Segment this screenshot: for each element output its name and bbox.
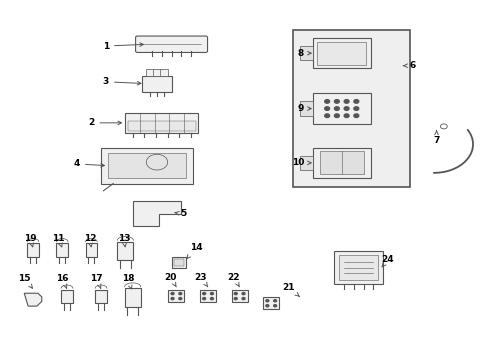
Bar — [85, 243, 97, 257]
Bar — [145, 69, 153, 76]
Circle shape — [334, 114, 339, 117]
Circle shape — [202, 297, 205, 300]
Text: 6: 6 — [403, 61, 414, 70]
Bar — [334, 251, 382, 284]
Bar — [292, 30, 409, 187]
Bar — [317, 41, 366, 65]
Circle shape — [171, 293, 174, 295]
Text: 7: 7 — [432, 131, 439, 145]
Circle shape — [210, 293, 213, 295]
Circle shape — [353, 107, 358, 111]
Bar — [101, 148, 193, 184]
Bar — [171, 257, 186, 267]
Circle shape — [273, 305, 276, 307]
Text: 17: 17 — [90, 274, 103, 288]
Circle shape — [179, 293, 182, 295]
Bar — [142, 76, 171, 91]
Bar — [27, 243, 39, 257]
Text: 15: 15 — [19, 274, 32, 288]
Circle shape — [179, 297, 182, 300]
Bar — [124, 288, 141, 307]
Bar — [56, 243, 68, 257]
Circle shape — [273, 300, 276, 302]
Circle shape — [242, 293, 244, 295]
Text: 16: 16 — [56, 274, 68, 288]
Circle shape — [234, 297, 237, 300]
Text: 1: 1 — [102, 41, 143, 50]
Circle shape — [265, 305, 268, 307]
Bar — [300, 102, 312, 116]
Text: 22: 22 — [227, 273, 240, 287]
Text: 20: 20 — [164, 273, 177, 287]
Text: 2: 2 — [88, 118, 121, 127]
Circle shape — [171, 297, 174, 300]
Bar — [61, 290, 73, 303]
Text: 8: 8 — [297, 49, 310, 58]
Bar — [231, 290, 247, 302]
Bar — [174, 258, 183, 266]
Circle shape — [202, 293, 205, 295]
Circle shape — [344, 100, 348, 103]
Text: 21: 21 — [282, 283, 299, 296]
Text: 19: 19 — [24, 234, 37, 247]
Bar — [160, 69, 168, 76]
FancyBboxPatch shape — [135, 36, 207, 53]
Text: 5: 5 — [175, 210, 186, 219]
Circle shape — [210, 297, 213, 300]
Circle shape — [334, 100, 339, 103]
Bar — [200, 290, 216, 302]
Bar — [319, 151, 363, 175]
Polygon shape — [24, 293, 41, 306]
Circle shape — [324, 114, 329, 117]
Bar — [312, 93, 370, 124]
Bar — [339, 255, 377, 280]
Circle shape — [353, 114, 358, 117]
Bar — [108, 153, 186, 178]
Text: 10: 10 — [291, 158, 310, 167]
Circle shape — [324, 100, 329, 103]
Circle shape — [265, 300, 268, 302]
Text: 9: 9 — [297, 104, 310, 113]
Circle shape — [242, 297, 244, 300]
Text: 4: 4 — [73, 159, 104, 168]
Text: 24: 24 — [381, 255, 393, 267]
Bar — [312, 38, 370, 68]
Circle shape — [344, 114, 348, 117]
Text: 11: 11 — [52, 234, 65, 247]
Text: 12: 12 — [83, 234, 96, 247]
Bar — [300, 46, 312, 60]
Circle shape — [344, 107, 348, 111]
Circle shape — [334, 107, 339, 111]
Polygon shape — [132, 202, 181, 226]
Circle shape — [324, 107, 329, 111]
Bar — [117, 242, 133, 260]
Text: 13: 13 — [118, 234, 130, 247]
Bar — [153, 69, 161, 76]
Circle shape — [234, 293, 237, 295]
Bar — [125, 113, 198, 133]
Bar — [95, 290, 107, 303]
Bar — [312, 148, 370, 178]
Bar — [263, 297, 279, 309]
Bar — [127, 121, 196, 131]
Text: 14: 14 — [186, 243, 202, 258]
Text: 3: 3 — [102, 77, 141, 86]
Bar — [300, 156, 312, 170]
Bar — [168, 290, 184, 302]
Circle shape — [353, 100, 358, 103]
Text: 23: 23 — [194, 273, 207, 287]
Text: 18: 18 — [122, 274, 134, 289]
